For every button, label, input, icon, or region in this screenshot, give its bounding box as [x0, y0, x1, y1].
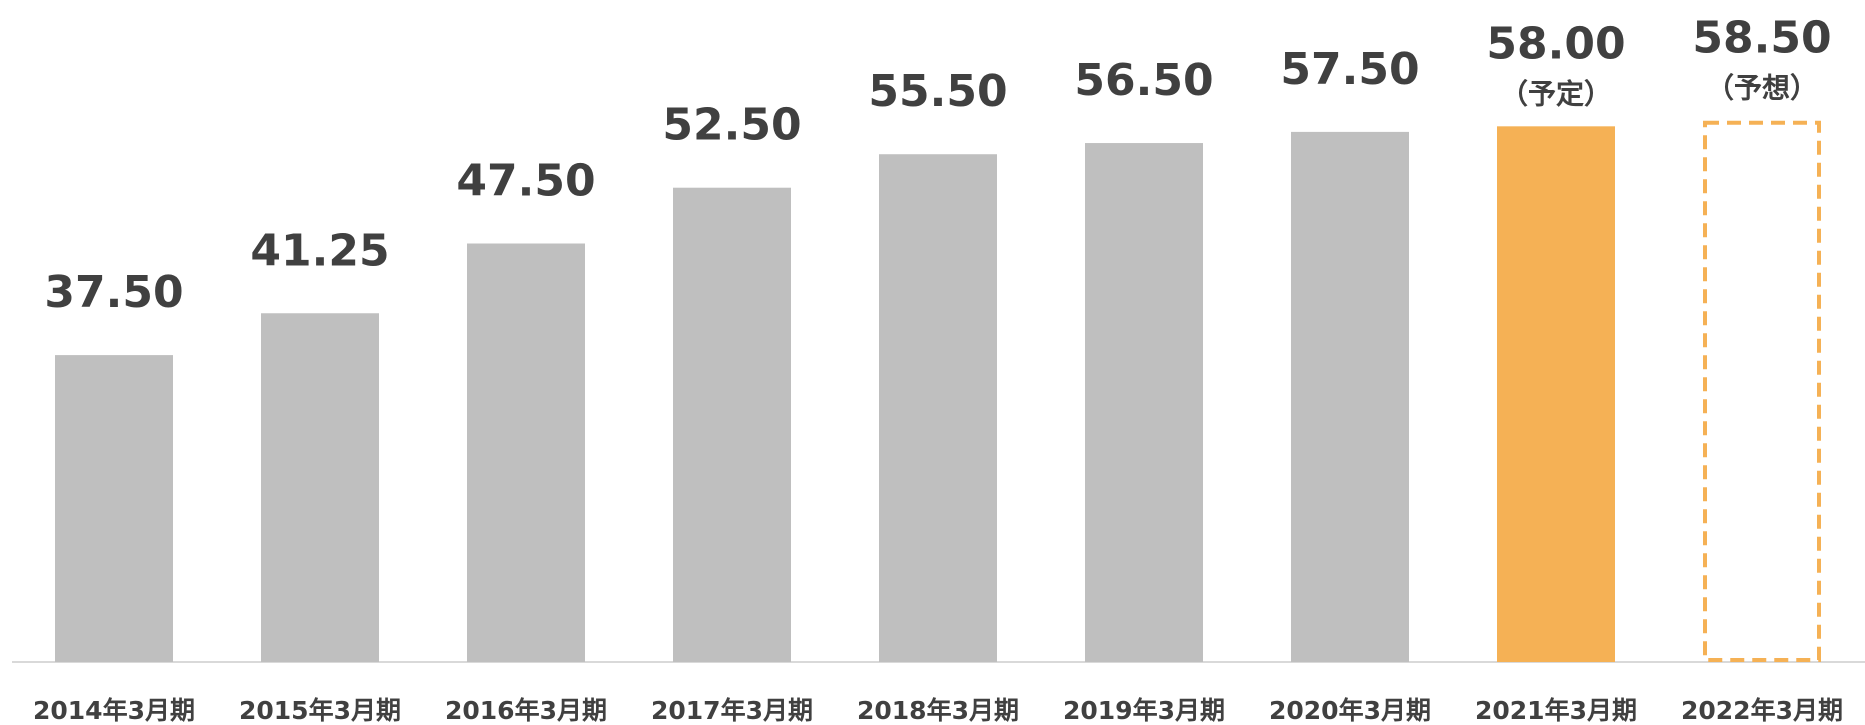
- bar: [467, 243, 585, 662]
- x-tick-label: 2018年3月期: [857, 696, 1019, 725]
- value-label: 58.50: [1692, 13, 1831, 64]
- bar: [1085, 143, 1203, 662]
- value-label: 57.50: [1280, 44, 1419, 95]
- bar: [673, 187, 791, 662]
- x-tick-label: 2019年3月期: [1063, 696, 1225, 725]
- bar: [55, 355, 173, 662]
- value-label: 47.50: [456, 156, 595, 207]
- value-label: 52.50: [662, 100, 801, 151]
- x-tick-label: 2016年3月期: [445, 696, 607, 725]
- bar: [1497, 126, 1615, 662]
- bar-note: （予想）: [1706, 72, 1818, 105]
- value-label: 58.00: [1486, 18, 1625, 69]
- value-label: 41.25: [250, 225, 389, 276]
- x-tick-label: 2021年3月期: [1475, 696, 1637, 725]
- value-label: 56.50: [1074, 55, 1213, 106]
- x-tick-label: 2022年3月期: [1681, 696, 1843, 725]
- value-label: 55.50: [868, 66, 1007, 117]
- x-tick-label: 2017年3月期: [651, 696, 813, 725]
- bar: [879, 154, 997, 662]
- x-tick-label: 2015年3月期: [239, 696, 401, 725]
- bar: [1291, 131, 1409, 662]
- bar: [1703, 120, 1821, 663]
- bar: [261, 313, 379, 662]
- x-tick-label: 2014年3月期: [33, 696, 195, 725]
- value-label: 37.50: [44, 267, 183, 318]
- bar-note: （予定）: [1500, 77, 1612, 110]
- x-tick-label: 2020年3月期: [1269, 696, 1431, 725]
